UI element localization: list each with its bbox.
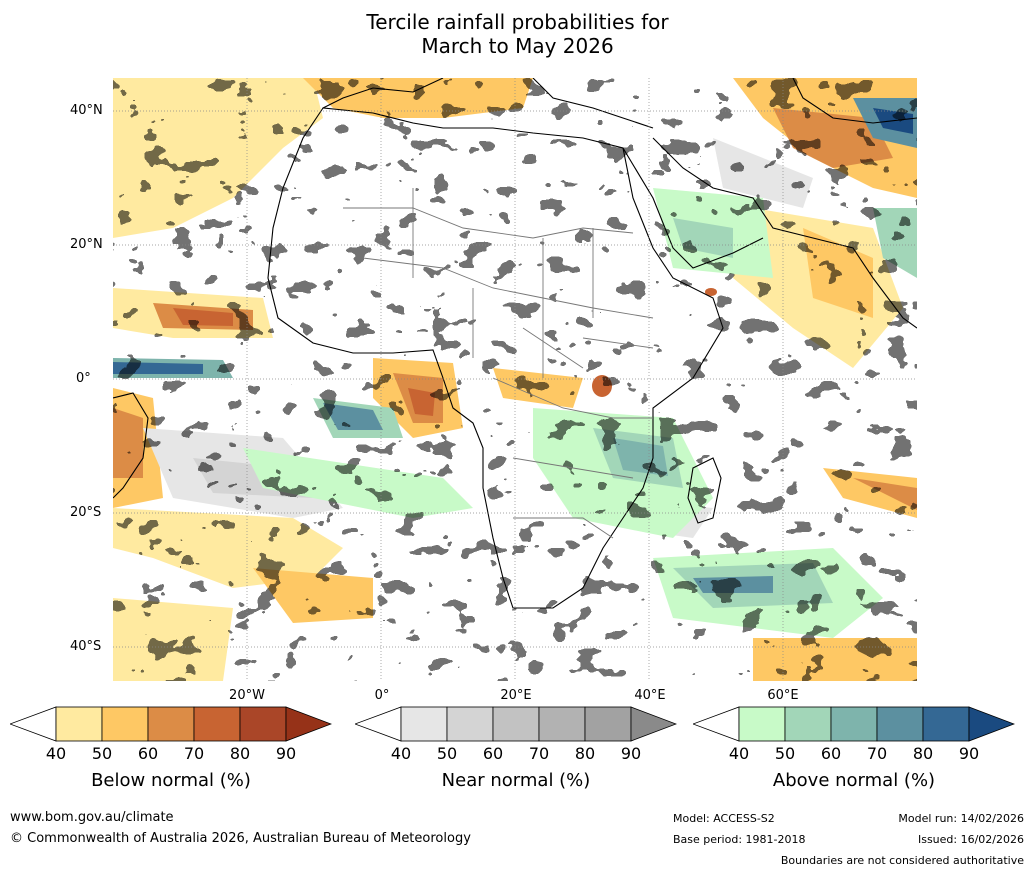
lat-label-20s: 20°S [70,505,102,520]
lon-label-40e: 40°E [634,688,666,703]
above-swatch-6 [968,706,1016,742]
legend-below-normal: 40 50 60 70 80 90 Below normal (%) [8,706,333,791]
title-line-1: Tercile rainfall probabilities for [366,10,669,34]
above-tick-60: 60 [820,744,842,763]
near-tick-60: 60 [482,744,504,763]
above-swatch-4 [876,706,924,742]
rainfall-probability-map [113,78,917,681]
above-swatch-0 [691,706,740,742]
near-swatch-1 [400,706,448,742]
above-tick-80: 80 [912,744,934,763]
below-tick-80: 80 [229,744,251,763]
near-tick-90: 90 [620,744,642,763]
legend-near-normal: 40 50 60 70 80 90 Near normal (%) [353,706,678,791]
above-swatch-1 [738,706,786,742]
near-tick-40: 40 [390,744,412,763]
below-swatch-1 [55,706,103,742]
boundaries-disclaimer: Boundaries are not considered authoritat… [780,854,1024,867]
near-normal-speckle [113,78,917,681]
near-tick-70: 70 [528,744,550,763]
above-normal-caption: Above normal (%) [772,770,936,791]
near-swatch-5 [584,706,632,742]
above-tick-40: 40 [728,744,750,763]
above-tick-90: 90 [958,744,980,763]
website-link[interactable]: www.bom.gov.au/climate [10,810,174,825]
below-swatch-3 [147,706,195,742]
near-tick-80: 80 [574,744,596,763]
chart-title: Tercile rainfall probabilities for March… [0,10,1035,58]
below-tick-50: 50 [91,744,113,763]
lon-label-60e: 60°E [767,688,799,703]
base-period: Base period: 1981-2018 [673,833,806,846]
near-tick-50: 50 [436,744,458,763]
above-swatch-5 [922,706,970,742]
lon-label-0: 0° [374,688,390,703]
below-tick-70: 70 [183,744,205,763]
near-swatch-4 [538,706,586,742]
model-name: Model: ACCESS-S2 [673,812,775,825]
below-normal-colorbar [8,706,333,742]
below-tick-90: 90 [275,744,297,763]
above-swatch-2 [784,706,832,742]
below-normal-caption: Below normal (%) [91,770,251,791]
near-swatch-3 [492,706,540,742]
below-tick-40: 40 [45,744,67,763]
lon-label-20w: 20°W [229,688,265,703]
below-swatch-5 [239,706,287,742]
graticule [113,78,917,681]
country-borders [343,188,654,539]
near-normal-colorbar [353,706,678,742]
below-swatch-0 [8,706,57,742]
near-normal-caption: Near normal (%) [441,770,591,791]
issued-date: Issued: 16/02/2026 [917,833,1024,846]
coastlines [113,78,917,609]
lon-label-20e: 20°E [500,688,532,703]
above-swatch-3 [830,706,878,742]
model-run-date: Model run: 14/02/2026 [898,812,1024,825]
copyright-notice: © Commonwealth of Australia 2026, Austra… [10,831,471,846]
below-swatch-2 [101,706,149,742]
above-tick-70: 70 [866,744,888,763]
below-swatch-4 [193,706,241,742]
lat-label-20n: 20°N [70,237,103,252]
below-tick-60: 60 [137,744,159,763]
near-swatch-0 [353,706,402,742]
lat-label-40n: 40°N [70,103,103,118]
lat-label-equator: 0° [76,371,91,386]
below-swatch-6 [285,706,333,742]
above-normal-colorbar [691,706,1016,742]
legend-above-normal: 40 50 60 70 80 90 Above normal (%) [691,706,1016,791]
near-swatch-2 [446,706,494,742]
lat-label-40s: 40°S [70,639,102,654]
near-swatch-6 [630,706,678,742]
above-tick-50: 50 [774,744,796,763]
title-line-2: March to May 2026 [421,34,614,58]
